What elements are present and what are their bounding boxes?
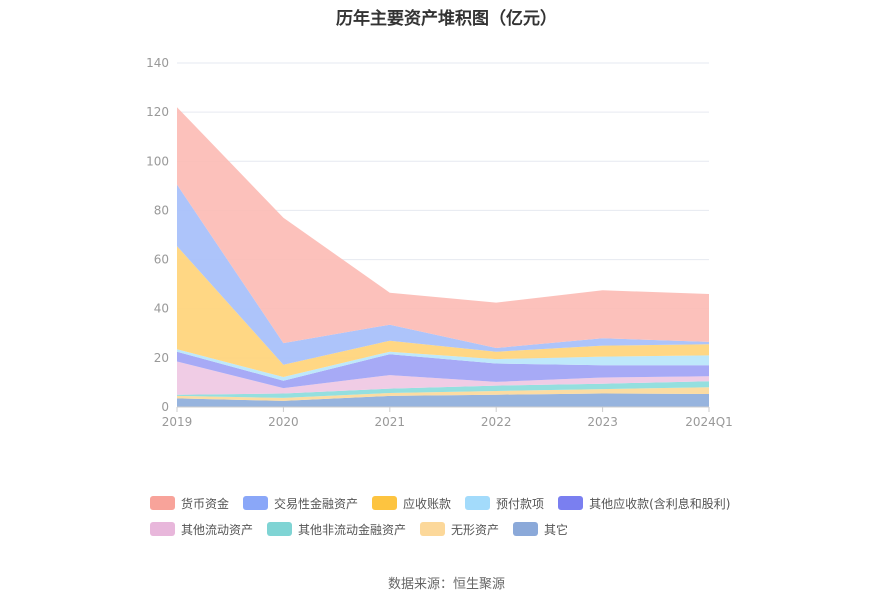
legend-swatch (150, 496, 175, 510)
y-tick-label: 80 (154, 203, 169, 217)
legend-label: 其他非流动金融资产 (298, 522, 407, 537)
area-series-0 (177, 393, 709, 407)
y-tick-label: 60 (154, 253, 169, 267)
legend-item[interactable]: 预付款项 (465, 494, 544, 512)
legend-swatch (243, 496, 269, 510)
y-tick-label: 40 (154, 302, 169, 316)
legend-item[interactable]: 其他流动资产 (150, 520, 253, 538)
area-series-6 (177, 246, 709, 377)
data-source: 数据来源：恒生聚源 (387, 577, 505, 592)
axes: 0 20 40 60 80 100 120 140 2019 2020 2021 2022 2023 20… (146, 56, 733, 429)
legend: 货币资金 交易性金融资产 应收账款 预付款项 其他应收款(含利息和股利) 其他流动资产 其他… (150, 494, 770, 538)
legend-item[interactable]: 货币资金 (150, 494, 229, 512)
legend-swatch (513, 522, 539, 536)
y-tick-label: 120 (146, 105, 169, 119)
legend-label: 交易性金融资产 (274, 496, 359, 511)
area-series-1 (177, 387, 709, 401)
y-tick-label: 20 (154, 351, 169, 365)
legend-label: 预付款项 (496, 496, 545, 511)
legend-swatch (420, 522, 446, 536)
area-series-3 (177, 361, 709, 395)
y-tick-label: 0 (161, 400, 169, 414)
legend-swatch (372, 496, 398, 510)
x-tick-label: 2022 (481, 415, 512, 429)
legend-item[interactable]: 其它 (513, 520, 568, 538)
legend-swatch (150, 522, 175, 536)
x-tick-label: 2023 (587, 415, 618, 429)
series-areas (177, 107, 709, 407)
x-tick-label: 2021 (375, 415, 406, 429)
legend-item[interactable]: 其他应收款(含利息和股利) (558, 494, 730, 512)
x-tick-label: 2024Q1 (685, 415, 733, 429)
chart-title: 历年主要资产堆积图（亿元） (336, 9, 557, 29)
y-tick-label: 100 (146, 154, 169, 168)
legend-label: 其他流动资产 (181, 522, 254, 537)
legend-label: 其他应收款(含利息和股利) (589, 496, 731, 511)
legend-item[interactable]: 无形资产 (420, 520, 499, 538)
legend-item[interactable]: 交易性金融资产 (243, 494, 358, 512)
legend-swatch (267, 522, 293, 536)
legend-label: 无形资产 (451, 522, 500, 537)
legend-label: 应收账款 (403, 496, 452, 511)
legend-swatch (558, 496, 584, 510)
legend-label: 货币资金 (181, 496, 230, 511)
area-series-4 (177, 351, 709, 389)
area-series-2 (177, 381, 709, 398)
area-series-5 (177, 349, 709, 381)
area-series-8 (177, 107, 709, 348)
x-tick-label: 2019 (162, 415, 193, 429)
x-tick-label: 2020 (268, 415, 299, 429)
legend-item[interactable]: 其他非流动金融资产 (267, 520, 406, 538)
legend-swatch (465, 496, 491, 510)
y-tick-label: 140 (146, 56, 169, 70)
legend-label: 其它 (544, 522, 569, 537)
legend-item[interactable]: 应收账款 (372, 494, 451, 512)
